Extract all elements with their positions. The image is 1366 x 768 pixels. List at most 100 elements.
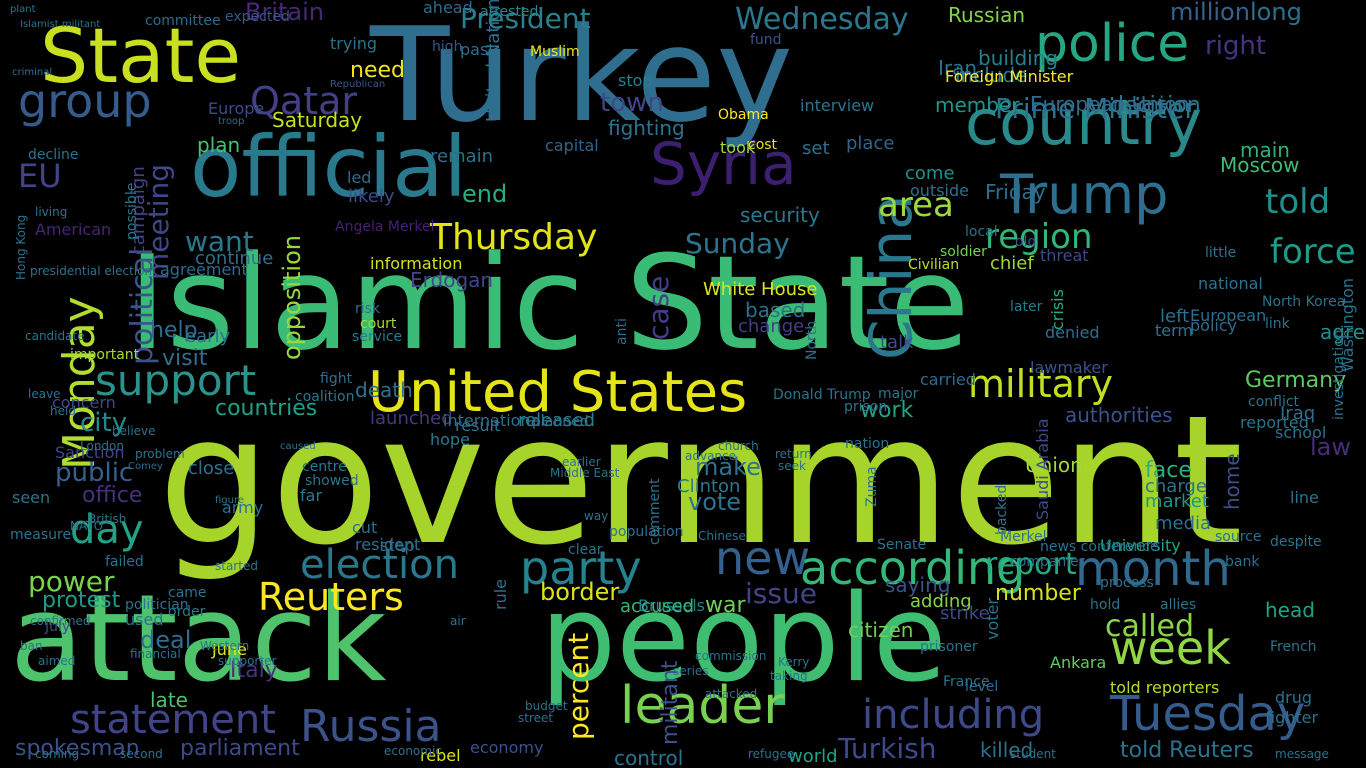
cloud-word: late (150, 688, 188, 712)
cloud-word: interview (800, 96, 875, 115)
cloud-word: clear (568, 542, 603, 558)
cloud-word: group (18, 74, 152, 128)
cloud-word: Thursday (430, 217, 598, 258)
cloud-word: earlier (562, 455, 601, 469)
cloud-word: link (1265, 316, 1290, 332)
cloud-word: talk (880, 332, 914, 353)
cloud-word: ahead (423, 0, 473, 17)
cloud-word: left (1160, 306, 1190, 327)
cloud-word: court (360, 316, 397, 332)
cloud-word: North Korea (1262, 294, 1346, 310)
cloud-word: expected (225, 9, 290, 25)
cloud-word: used (125, 610, 164, 629)
cloud-word: University (1100, 536, 1181, 555)
cloud-word: Middle East (550, 466, 620, 480)
cloud-word: old (1015, 234, 1037, 250)
cloud-word: refugee (748, 747, 795, 761)
cloud-word: confirmed (30, 614, 91, 628)
cloud-word: charge (1145, 476, 1207, 497)
cloud-word: Brussels (638, 596, 705, 615)
cloud-word: region (985, 217, 1093, 257)
cloud-word: city (80, 408, 128, 438)
cloud-word: led (347, 168, 372, 187)
cloud-word: high (432, 39, 463, 55)
cloud-word: area (878, 185, 954, 225)
cloud-word: Senate (877, 537, 927, 553)
cloud-word: measure (10, 527, 72, 543)
cloud-word: Saturday (272, 108, 363, 132)
cloud-word: saying (885, 573, 951, 597)
cloud-word: church (718, 439, 759, 453)
cloud-word: told (1265, 182, 1331, 222)
cloud-word: little (1205, 245, 1237, 261)
cloud-word: term (1155, 321, 1193, 340)
cloud-word: street (518, 711, 554, 725)
cloud-word: week (1110, 621, 1231, 675)
cloud-word: according (800, 541, 1026, 595)
cloud-word: public (55, 458, 134, 488)
cloud-word: Hong Kong (14, 214, 28, 280)
cloud-word: supporter (218, 654, 277, 668)
cloud-word: stop (618, 71, 653, 90)
cloud-word: launched (370, 408, 453, 429)
cloud-word: long (1250, 0, 1302, 26)
cloud-word: return (775, 447, 812, 461)
cloud-word: presidential election (30, 264, 153, 278)
cloud-word: committee (145, 13, 221, 29)
cloud-word: air (450, 614, 466, 628)
cloud-word: lawmaker (1030, 358, 1108, 377)
cloud-word: ban (20, 639, 43, 653)
cloud-word: EU (18, 157, 62, 195)
cloud-word: help (150, 318, 198, 343)
cloud-word: prisoner (920, 639, 978, 655)
cloud-word: face (1145, 458, 1192, 483)
cloud-word: international (443, 411, 545, 430)
cloud-word: army (222, 498, 264, 517)
cloud-word: town (600, 88, 664, 118)
cloud-word: likely (348, 186, 395, 207)
cloud-word: member (935, 93, 1020, 117)
cloud-word: President (460, 2, 591, 35)
cloud-word: Iraq (1280, 403, 1316, 424)
cloud-word: outside (910, 181, 969, 200)
cloud-word: told reporters (1110, 678, 1220, 697)
cloud-word: French (1270, 639, 1317, 655)
cloud-word: Wednesday (735, 2, 909, 37)
cloud-word: crisis (1048, 289, 1067, 330)
cloud-word: comment (647, 478, 663, 545)
cloud-word: police (1035, 14, 1190, 74)
cloud-word: held (50, 404, 76, 418)
cloud-word: Kerry (778, 655, 810, 669)
cloud-word: European Union (1030, 92, 1190, 116)
cloud-word: authorities (1065, 403, 1173, 427)
cloud-word: important (70, 347, 140, 363)
cloud-word: border (540, 578, 620, 606)
cloud-word: Iran (938, 56, 978, 80)
cloud-word: Sanction (55, 443, 125, 462)
cloud-word: financial (130, 647, 181, 661)
cloud-word: major (878, 386, 919, 402)
cloud-word: France (943, 674, 990, 690)
cloud-word: make (695, 453, 761, 481)
cloud-word: percent (562, 632, 595, 740)
cloud-word: market (1145, 491, 1209, 512)
cloud-word: source (1215, 529, 1262, 545)
cloud-word: soldier (940, 244, 987, 260)
cloud-word: prison (844, 399, 888, 415)
cloud-word: Donald Trump (773, 387, 871, 403)
cloud-word: Chinese (698, 529, 746, 543)
cloud-word: showed (305, 473, 359, 489)
cloud-word: spokesman (15, 736, 140, 761)
cloud-word: Islamist militant (20, 19, 101, 30)
cloud-word: Germany (1245, 368, 1347, 393)
cloud-word: Turkey (370, 0, 794, 151)
cloud-word: report (985, 547, 1077, 582)
cloud-word: Comey (128, 461, 163, 472)
cloud-word: Zuma (864, 466, 880, 507)
cloud-word: reported (1240, 413, 1309, 432)
cloud-word: decline (28, 147, 79, 163)
cloud-word: denied (1045, 323, 1100, 342)
cloud-word: want (185, 225, 254, 258)
cloud-word: media (1155, 513, 1212, 534)
